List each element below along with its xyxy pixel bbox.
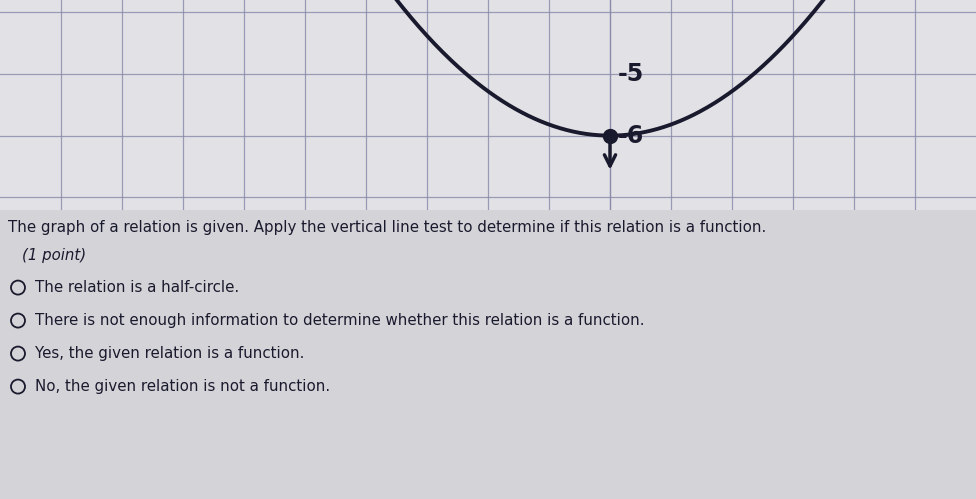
- Text: -5: -5: [618, 62, 643, 86]
- Text: -6: -6: [618, 124, 643, 148]
- Text: (1 point): (1 point): [22, 248, 86, 262]
- Text: Yes, the given relation is a function.: Yes, the given relation is a function.: [35, 346, 305, 361]
- Point: [602, 132, 618, 140]
- Text: No, the given relation is not a function.: No, the given relation is not a function…: [35, 379, 330, 394]
- Text: There is not enough information to determine whether this relation is a function: There is not enough information to deter…: [35, 313, 644, 328]
- Text: The relation is a half-circle.: The relation is a half-circle.: [35, 280, 239, 295]
- Text: The graph of a relation is given. Apply the vertical line test to determine if t: The graph of a relation is given. Apply …: [8, 220, 766, 235]
